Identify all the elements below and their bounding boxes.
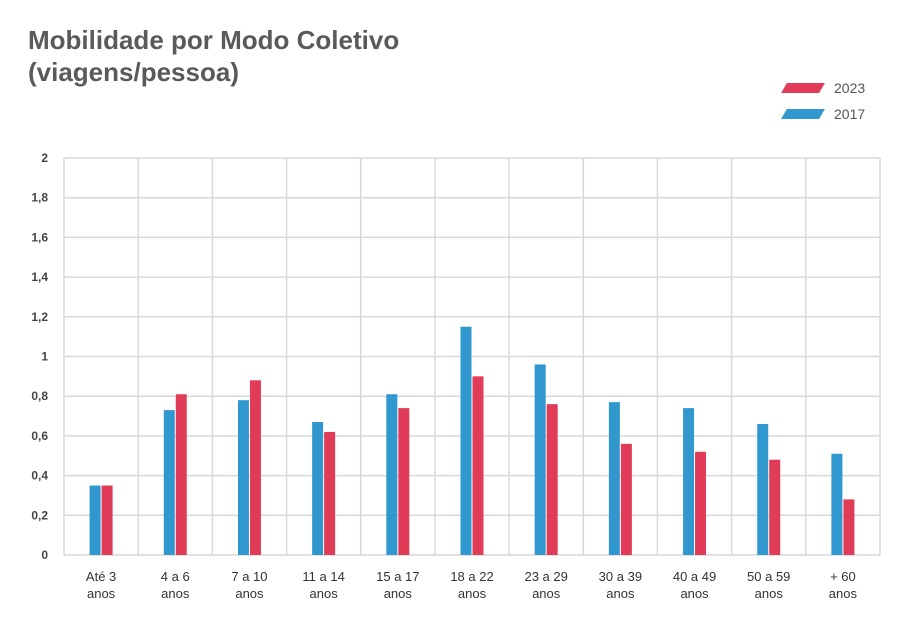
bar-2023 <box>324 431 336 555</box>
x-tick-label-unit: anos <box>532 586 561 601</box>
bar-2023 <box>175 394 187 555</box>
x-tick-label-unit: anos <box>161 586 190 601</box>
x-tick-label: 7 a 10 <box>231 569 267 584</box>
x-tick-label-unit: anos <box>829 586 858 601</box>
bar-2017 <box>163 410 175 555</box>
x-tick-label: 40 a 49 <box>673 569 716 584</box>
chart-title-line-1: Mobilidade por Modo Coletivo <box>28 25 400 55</box>
x-tick-label: 30 a 39 <box>599 569 642 584</box>
legend-item-2017: 2017 <box>781 102 866 126</box>
y-tick-label: 1,8 <box>31 191 48 205</box>
y-tick-label: 1 <box>41 350 48 364</box>
x-tick-label: 15 a 17 <box>376 569 419 584</box>
x-tick-label-unit: anos <box>87 586 116 601</box>
bar-2023 <box>101 485 113 555</box>
bar-2023 <box>695 451 707 555</box>
bar-2017 <box>460 326 472 555</box>
x-tick-label-unit: anos <box>755 586 784 601</box>
y-tick-label: 0,2 <box>31 508 48 522</box>
y-tick-label: 1,6 <box>31 230 48 244</box>
bar-2017 <box>608 402 620 555</box>
bar-2017 <box>237 400 249 555</box>
y-tick-label: 0,6 <box>31 429 48 443</box>
bar-2023 <box>398 408 410 555</box>
chart-title: Mobilidade por Modo Coletivo (viagens/pe… <box>28 24 399 88</box>
y-tick-label: 0 <box>41 548 48 562</box>
x-tick-label: + 60 <box>830 569 856 584</box>
x-tick-label: Até 3 <box>86 569 116 584</box>
x-tick-label-unit: anos <box>310 586 339 601</box>
bar-2017 <box>757 423 769 555</box>
bar-2017 <box>683 408 695 555</box>
bar-2017 <box>89 485 101 555</box>
x-tick-label: 11 a 14 <box>302 569 344 584</box>
x-tick-label: 18 a 22 <box>450 569 493 584</box>
x-tick-label-unit: anos <box>458 586 487 601</box>
bar-2023 <box>843 499 855 555</box>
bar-2023 <box>472 376 484 555</box>
bar-2023 <box>249 380 261 555</box>
x-tick-label: 23 a 29 <box>524 569 567 584</box>
y-tick-label: 0,4 <box>31 469 48 483</box>
y-tick-label: 0,8 <box>31 389 48 403</box>
x-tick-label-unit: anos <box>606 586 635 601</box>
x-tick-label-unit: anos <box>680 586 709 601</box>
legend-item-2023: 2023 <box>781 76 866 100</box>
legend-label-2017: 2017 <box>834 106 866 122</box>
y-tick-label: 2 <box>41 151 48 165</box>
y-tick-label: 1,2 <box>31 310 48 324</box>
x-tick-label-unit: anos <box>384 586 413 601</box>
y-tick-label: 1,4 <box>31 270 48 284</box>
x-tick-label: 4 a 6 <box>161 569 190 584</box>
bar-2017 <box>831 453 843 555</box>
bar-2023 <box>546 404 558 555</box>
legend-label-2023: 2023 <box>834 80 866 96</box>
bar-2017 <box>534 364 546 555</box>
x-tick-label: 50 a 59 <box>747 569 790 584</box>
bar-2023 <box>769 459 781 555</box>
bar-2017 <box>386 394 398 555</box>
x-tick-label-unit: anos <box>235 586 264 601</box>
legend: 2023 2017 <box>781 76 866 128</box>
bar-2017 <box>312 422 324 555</box>
bar-2023 <box>620 443 632 555</box>
chart-title-line-2: (viagens/pessoa) <box>28 57 239 87</box>
